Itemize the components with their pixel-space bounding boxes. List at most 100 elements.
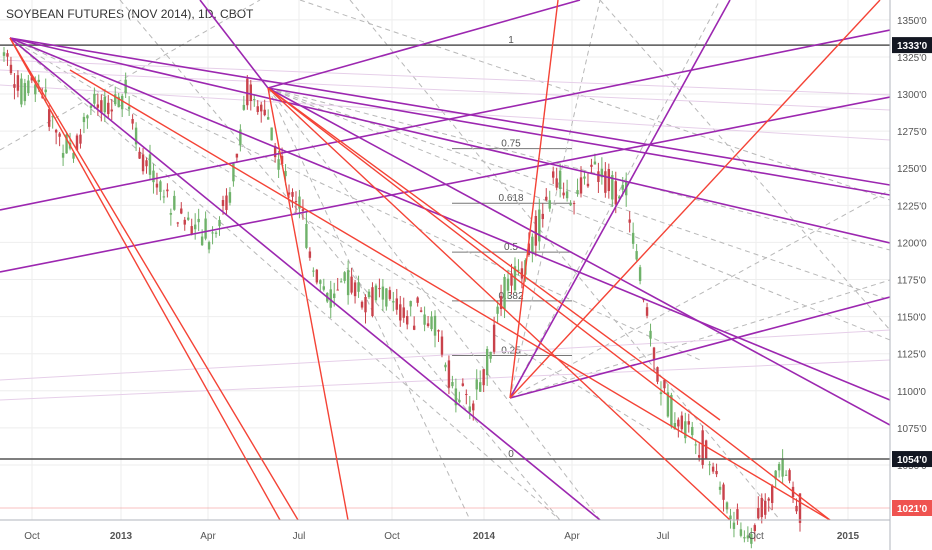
candle-body-192	[670, 394, 673, 427]
candle-body-8	[30, 77, 34, 81]
candle-body-102	[357, 282, 360, 292]
dashed-fan-line-10	[599, 0, 891, 331]
candle-body-62	[218, 219, 221, 227]
candle-body-15	[54, 129, 58, 133]
candle-body-169	[590, 164, 593, 167]
candle-body-137	[479, 382, 482, 392]
candle-body-223	[777, 464, 781, 471]
candle-body-163	[569, 203, 572, 206]
candle-body-193	[673, 423, 677, 430]
candle-body-61	[214, 232, 218, 234]
price-tag-0: 1333'0	[897, 41, 928, 52]
y-tick-label-3: 1275'0	[897, 127, 927, 138]
candle-body-171	[597, 171, 600, 182]
candle-body-145	[506, 278, 510, 291]
candle-body-115	[402, 307, 405, 318]
candle-body-94	[329, 289, 332, 308]
horizontal-levels	[0, 44, 890, 509]
candle-body-176	[614, 181, 617, 205]
candle-body-161	[562, 192, 565, 196]
candle-body-35	[124, 79, 127, 94]
purple-trendline-11	[199, 0, 269, 89]
candle-body-118	[412, 325, 416, 330]
candle-body-18	[65, 134, 68, 154]
candle-body-85	[298, 196, 301, 209]
candle-body-128	[447, 360, 451, 388]
dashed-fan-line-14	[349, 0, 781, 521]
candle-body-157	[548, 200, 551, 209]
candle-body-41	[145, 160, 148, 167]
candle-body-196	[684, 421, 687, 439]
candle-body-167	[583, 176, 586, 179]
candle-body-13	[47, 109, 51, 127]
red-trendline-2	[267, 87, 349, 521]
candle-body-22	[79, 134, 82, 144]
candle-body-210	[732, 522, 736, 529]
red-trendline-3	[267, 87, 731, 521]
candle-body-206	[718, 486, 722, 490]
candle-body-84	[294, 201, 298, 203]
candle-body-173	[604, 171, 607, 193]
x-tick-label-8: Oct	[748, 531, 764, 542]
purple-trendline-7	[0, 96, 891, 273]
candle-body-184	[642, 299, 645, 301]
red-trendline-8	[69, 69, 831, 521]
candle-body-132	[461, 383, 465, 386]
price-tags: 1333'0 1054'0 1021'0	[892, 37, 932, 516]
candle-body-34	[120, 95, 124, 110]
y-tick-label-4: 1250'0	[897, 164, 927, 175]
fib-label-0: 1	[508, 35, 514, 46]
red-trendline-1	[9, 37, 281, 521]
candle-body-203	[708, 464, 711, 466]
candle-body-110	[385, 288, 388, 307]
y-tick-label-5: 1225'0	[897, 201, 927, 212]
chart-title: SOYBEAN FUTURES (NOV 2014), 1D, CBOT	[6, 7, 254, 21]
candle-body-124	[433, 315, 437, 336]
red-trendline-5	[267, 87, 831, 521]
fib-label-4: 0.382	[498, 291, 523, 302]
candle-body-195	[680, 415, 684, 430]
candle-body-201	[701, 430, 704, 465]
y-tick-label-10: 1100'0	[897, 387, 926, 398]
candle-body-135	[472, 403, 475, 411]
candle-body-75	[263, 109, 266, 116]
y-tick-label-8: 1150'0	[897, 313, 926, 324]
candle-body-50	[176, 222, 179, 224]
candle-body-92	[322, 286, 325, 290]
candle-body-212	[739, 529, 743, 536]
candle-body-97	[339, 281, 343, 283]
candle-body-28	[100, 100, 103, 114]
dashed-fan-line-12	[119, 0, 561, 521]
candle-body-164	[572, 203, 576, 205]
dashed-fan-line-5	[267, 87, 891, 251]
y-tick-label-11: 1075'0	[897, 424, 927, 435]
last-price-tag-bg	[892, 500, 932, 516]
candle-body-5	[20, 78, 23, 105]
candle-body-194	[677, 419, 680, 427]
purple-trendline-9	[509, 0, 731, 399]
candle-body-183	[638, 267, 642, 282]
candle-body-213	[743, 537, 746, 539]
candle-body-108	[378, 288, 381, 290]
dashed-fan-line-6	[267, 87, 601, 521]
candle-body-158	[552, 171, 555, 178]
purple-trendline-0	[9, 37, 891, 186]
candle-body-228	[795, 505, 798, 512]
candle-body-152	[531, 236, 534, 253]
candle-body-168	[586, 183, 590, 187]
candle-body-125	[437, 330, 440, 332]
candle-body-20	[72, 152, 75, 159]
candle-body-80	[280, 155, 284, 165]
candle-body-202	[704, 440, 708, 459]
x-tick-label-4: Oct	[384, 531, 400, 542]
candle-body-96	[336, 289, 339, 291]
dashed-fan-line-4	[267, 87, 891, 341]
dashed-fan-line-1	[9, 37, 651, 431]
candle-body-209	[729, 515, 732, 520]
candle-body-226	[788, 470, 791, 481]
purple-trendline-1	[9, 37, 891, 244]
candle-body-37	[131, 119, 134, 124]
candle-body-217	[757, 507, 760, 519]
candle-body-89	[312, 270, 315, 272]
